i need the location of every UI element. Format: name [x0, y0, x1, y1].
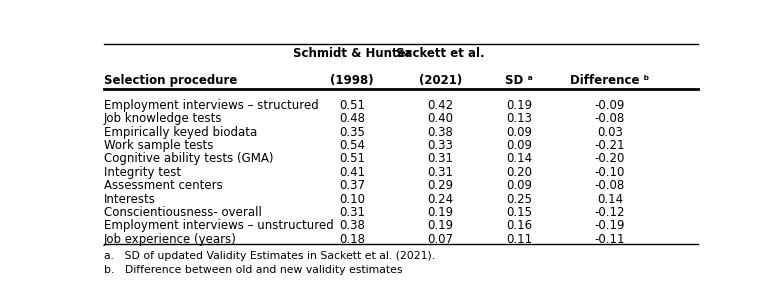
- Text: 0.41: 0.41: [339, 166, 365, 179]
- Text: 0.19: 0.19: [506, 99, 532, 112]
- Text: 0.11: 0.11: [506, 233, 532, 246]
- Text: 0.25: 0.25: [506, 192, 532, 206]
- Text: 0.03: 0.03: [597, 126, 622, 138]
- Text: 0.19: 0.19: [427, 219, 454, 232]
- Text: Employment interviews – structured: Employment interviews – structured: [104, 99, 318, 112]
- Text: -0.12: -0.12: [594, 206, 625, 219]
- Text: 0.40: 0.40: [427, 112, 453, 125]
- Text: Employment interviews – unstructured: Employment interviews – unstructured: [104, 219, 334, 232]
- Text: 0.10: 0.10: [339, 192, 365, 206]
- Text: 0.09: 0.09: [506, 139, 532, 152]
- Text: 0.09: 0.09: [506, 179, 532, 192]
- Text: Work sample tests: Work sample tests: [104, 139, 213, 152]
- Text: 0.42: 0.42: [427, 99, 454, 112]
- Text: 0.18: 0.18: [339, 233, 365, 246]
- Text: 0.09: 0.09: [506, 126, 532, 138]
- Text: -0.10: -0.10: [594, 166, 625, 179]
- Text: Selection procedure: Selection procedure: [104, 74, 237, 87]
- Text: 0.31: 0.31: [427, 166, 453, 179]
- Text: 0.54: 0.54: [339, 139, 365, 152]
- Text: -0.20: -0.20: [594, 152, 625, 165]
- Text: 0.07: 0.07: [427, 233, 453, 246]
- Text: 0.29: 0.29: [427, 179, 454, 192]
- Text: 0.14: 0.14: [506, 152, 532, 165]
- Text: 0.33: 0.33: [427, 139, 453, 152]
- Text: Schmidt & Hunter: Schmidt & Hunter: [293, 47, 411, 60]
- Text: 0.48: 0.48: [339, 112, 365, 125]
- Text: 0.24: 0.24: [427, 192, 454, 206]
- Text: 0.31: 0.31: [427, 152, 453, 165]
- Text: Job knowledge tests: Job knowledge tests: [104, 112, 222, 125]
- Text: 0.14: 0.14: [597, 192, 623, 206]
- Text: -0.08: -0.08: [595, 179, 625, 192]
- Text: 0.35: 0.35: [339, 126, 365, 138]
- Text: (2021): (2021): [418, 74, 462, 87]
- Text: Integrity test: Integrity test: [104, 166, 181, 179]
- Text: -0.11: -0.11: [594, 233, 625, 246]
- Text: Assessment centers: Assessment centers: [104, 179, 223, 192]
- Text: 0.13: 0.13: [506, 112, 532, 125]
- Text: b.   Difference between old and new validity estimates: b. Difference between old and new validi…: [104, 265, 402, 275]
- Text: Conscientiousness- overall: Conscientiousness- overall: [104, 206, 262, 219]
- Text: Interests: Interests: [104, 192, 156, 206]
- Text: Job experience (years): Job experience (years): [104, 233, 237, 246]
- Text: 0.16: 0.16: [506, 219, 532, 232]
- Text: 0.51: 0.51: [339, 152, 365, 165]
- Text: a.   SD of updated Validity Estimates in Sackett et al. (2021).: a. SD of updated Validity Estimates in S…: [104, 252, 435, 261]
- Text: 0.19: 0.19: [427, 206, 454, 219]
- Text: -0.19: -0.19: [594, 219, 625, 232]
- Text: (1998): (1998): [331, 74, 374, 87]
- Text: 0.51: 0.51: [339, 99, 365, 112]
- Text: SD ᵃ: SD ᵃ: [505, 74, 533, 87]
- Text: Empirically keyed biodata: Empirically keyed biodata: [104, 126, 257, 138]
- Text: Sackett et al.: Sackett et al.: [396, 47, 485, 60]
- Text: 0.38: 0.38: [339, 219, 365, 232]
- Text: -0.08: -0.08: [595, 112, 625, 125]
- Text: 0.37: 0.37: [339, 179, 365, 192]
- Text: Cognitive ability tests (GMA): Cognitive ability tests (GMA): [104, 152, 274, 165]
- Text: 0.15: 0.15: [506, 206, 532, 219]
- Text: 0.38: 0.38: [427, 126, 453, 138]
- Text: 0.31: 0.31: [339, 206, 365, 219]
- Text: -0.09: -0.09: [594, 99, 625, 112]
- Text: -0.21: -0.21: [594, 139, 625, 152]
- Text: 0.20: 0.20: [506, 166, 532, 179]
- Text: Difference ᵇ: Difference ᵇ: [570, 74, 650, 87]
